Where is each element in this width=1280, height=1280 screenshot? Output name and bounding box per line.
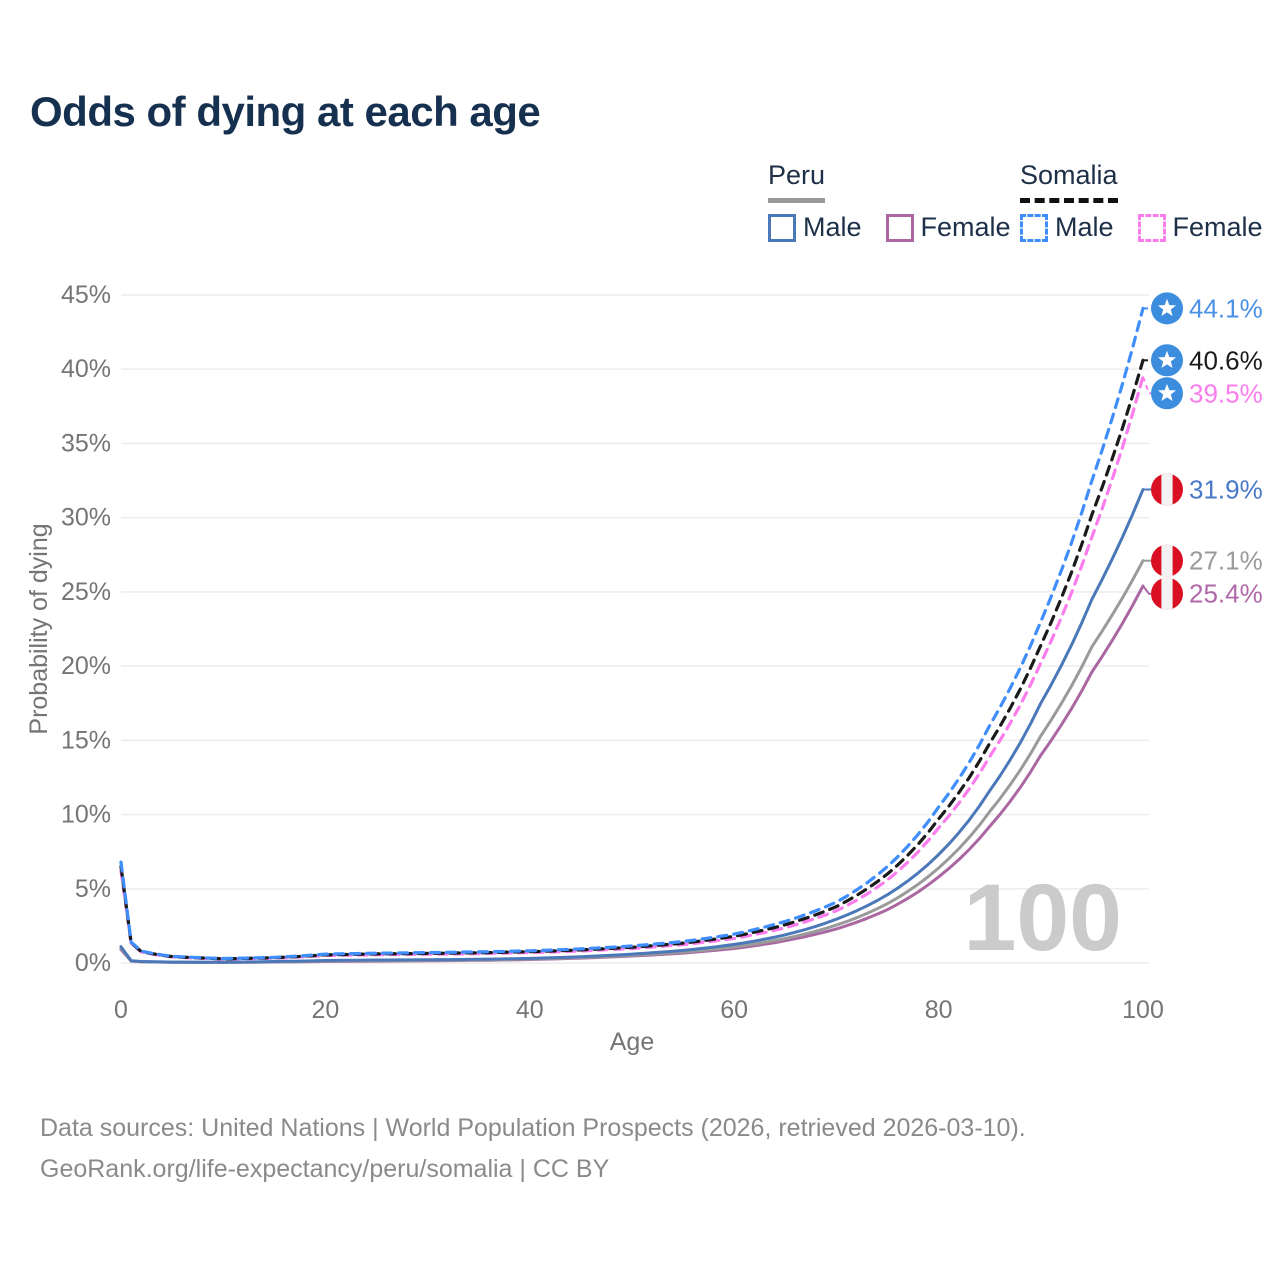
y-tick-label: 25% bbox=[61, 578, 111, 606]
peru-flag-icon bbox=[1151, 544, 1183, 577]
footer: Data sources: United Nations | World Pop… bbox=[40, 1108, 1026, 1191]
y-tick-label: 5% bbox=[75, 875, 111, 903]
y-tick-label: 10% bbox=[61, 801, 111, 829]
x-axis-title: Age bbox=[610, 1028, 654, 1056]
y-tick-label: 35% bbox=[61, 429, 111, 457]
end-value-label-somalia-female: 39.5% bbox=[1189, 378, 1263, 408]
somalia-male-swatch-icon bbox=[1020, 213, 1048, 242]
y-tick-label: 0% bbox=[75, 949, 111, 977]
somalia-flag-icon bbox=[1151, 292, 1183, 325]
x-tick-label: 40 bbox=[516, 996, 544, 1024]
peru-female-swatch-icon bbox=[885, 213, 914, 242]
legend-group-somalia: Somalia Male Female bbox=[1020, 160, 1263, 243]
x-tick-label: 0 bbox=[114, 996, 128, 1024]
x-tick-label: 100 bbox=[1122, 996, 1164, 1024]
label-connector-peru-female bbox=[1142, 585, 1151, 595]
y-tick-label: 15% bbox=[61, 726, 111, 754]
end-value-label-somalia-both: 40.6% bbox=[1189, 345, 1263, 375]
x-tick-label: 60 bbox=[720, 996, 748, 1024]
legend-somalia-male-label: Male bbox=[1055, 212, 1114, 242]
end-value-label-somalia-male: 44.1% bbox=[1189, 293, 1263, 323]
y-axis-title: Probability of dying bbox=[25, 523, 53, 734]
somalia-female-swatch-icon bbox=[1137, 213, 1166, 242]
end-value-label-peru-both: 27.1% bbox=[1189, 546, 1263, 576]
end-value-label-peru-male: 31.9% bbox=[1189, 475, 1263, 505]
legend-item-somalia-female[interactable]: Female bbox=[1137, 212, 1263, 243]
legend-peru-title: Peru bbox=[768, 160, 826, 203]
x-tick-label: 80 bbox=[925, 996, 953, 1024]
y-tick-label: 20% bbox=[61, 652, 111, 680]
legend-item-peru-male[interactable]: Male bbox=[768, 212, 862, 243]
somalia-flag-icon bbox=[1151, 344, 1183, 377]
peru-flag-icon bbox=[1151, 473, 1183, 506]
y-tick-label: 30% bbox=[61, 504, 111, 532]
legend-group-peru: Peru Male Female bbox=[768, 160, 1011, 243]
legend-item-somalia-male[interactable]: Male bbox=[1020, 212, 1114, 243]
end-value-label-peru-female: 25.4% bbox=[1189, 579, 1263, 609]
page-title: Odds of dying at each age bbox=[30, 88, 541, 135]
age-watermark: 100 bbox=[963, 865, 1122, 971]
footer-data-sources: Data sources: United Nations | World Pop… bbox=[40, 1114, 1026, 1142]
footer-attribution: GeoRank.org/life-expectancy/peru/somalia… bbox=[40, 1155, 610, 1184]
legend-peru-male-label: Male bbox=[803, 212, 862, 242]
peru-male-swatch-icon bbox=[768, 213, 796, 242]
y-tick-label: 45% bbox=[61, 281, 111, 309]
legend-somalia-title: Somalia bbox=[1020, 160, 1118, 203]
x-tick-label: 20 bbox=[311, 996, 339, 1024]
legend-item-peru-female[interactable]: Female bbox=[885, 212, 1011, 243]
label-connector-somalia-female bbox=[1142, 376, 1151, 395]
y-tick-label: 40% bbox=[61, 355, 111, 383]
legend-somalia-female-label: Female bbox=[1172, 212, 1263, 242]
legend-peru-female-label: Female bbox=[920, 212, 1011, 242]
peru-flag-icon bbox=[1151, 577, 1183, 610]
somalia-flag-icon bbox=[1151, 377, 1183, 410]
series-line-somalia-male bbox=[119, 306, 1145, 961]
series-line-peru-male bbox=[119, 488, 1145, 964]
